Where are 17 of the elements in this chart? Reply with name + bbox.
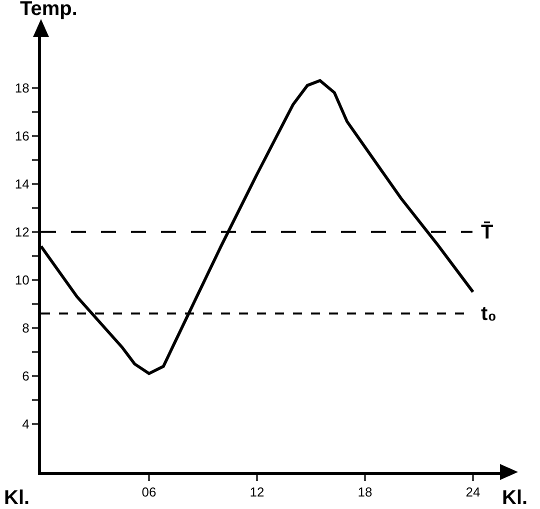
x-axis-title: Kl.: [502, 487, 528, 509]
y-tick-label: 10: [14, 272, 30, 288]
x-tick-label: 24: [466, 484, 480, 500]
text: Kl.: [4, 487, 30, 509]
x-tick-label: 06: [142, 484, 156, 500]
x-tick-label: 12: [250, 484, 264, 500]
x-tick-label: 18: [358, 484, 372, 500]
ref-line-label: t₀: [481, 303, 497, 325]
y-tick-label: 12: [14, 224, 30, 240]
y-axis-title: Temp.: [20, 0, 78, 20]
y-tick-label: 8: [22, 320, 30, 336]
y-tick-label: 16: [14, 128, 30, 144]
y-tick-label: 4: [22, 416, 30, 432]
ref-line-label: T̄: [481, 221, 494, 244]
y-tick-label: 18: [14, 80, 30, 96]
y-tick-label: 14: [14, 176, 30, 192]
y-tick-label: 6: [22, 368, 30, 384]
